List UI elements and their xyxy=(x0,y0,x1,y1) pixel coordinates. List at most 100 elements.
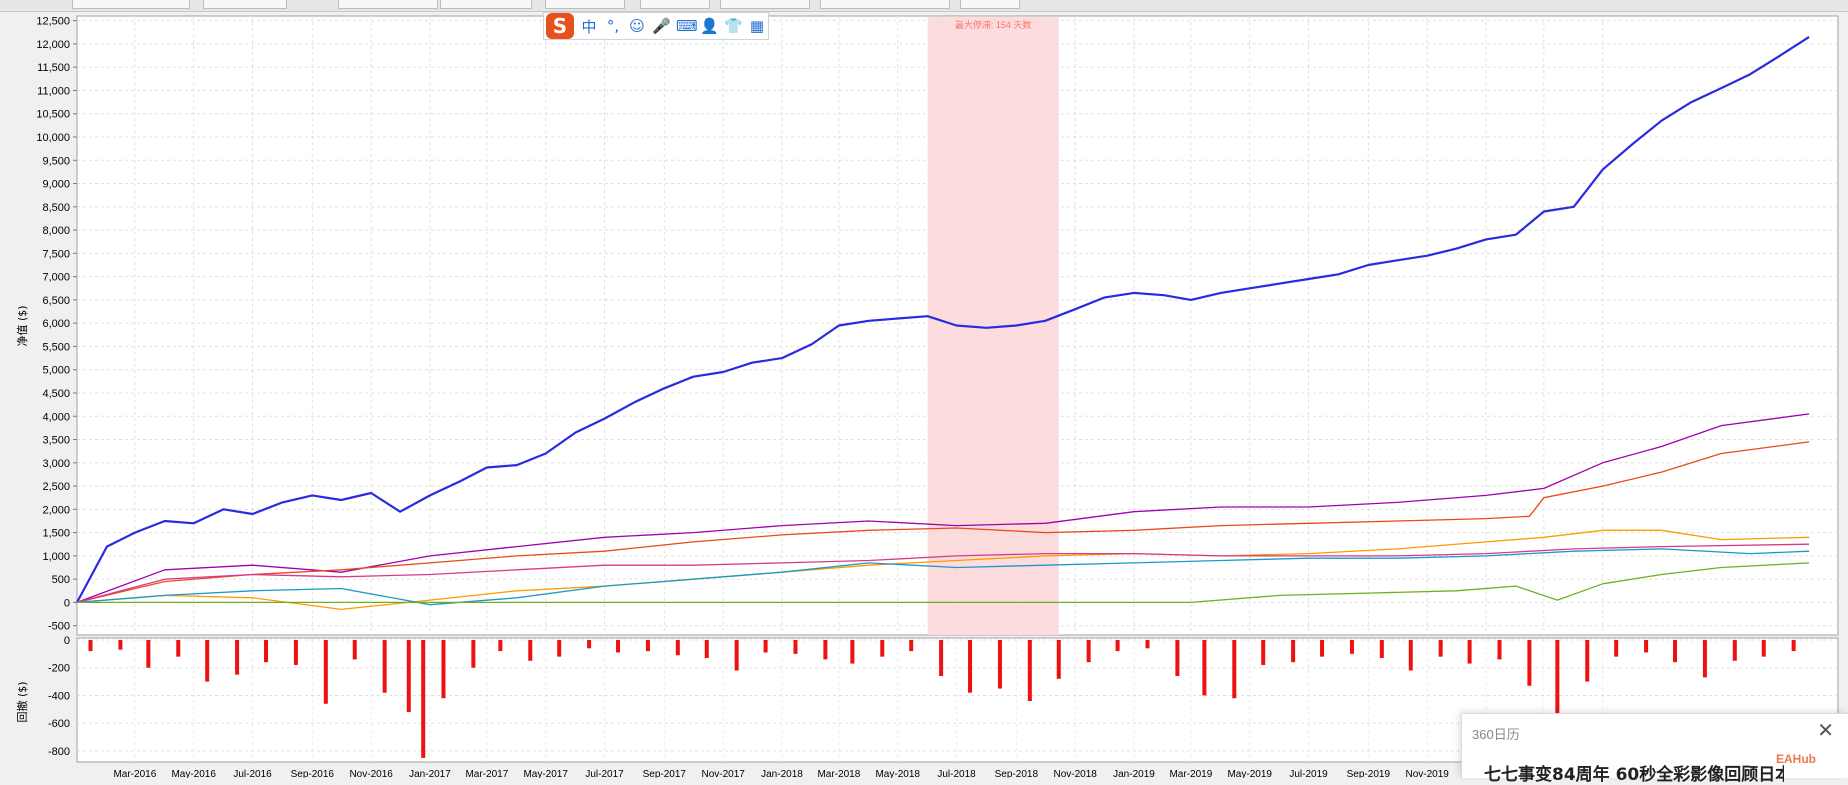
drawdown-bar xyxy=(587,640,592,649)
equity-series xyxy=(76,35,1810,611)
drawdown-bar xyxy=(850,640,855,664)
drawdown-bar xyxy=(421,640,426,758)
close-icon[interactable]: ✕ xyxy=(1817,720,1834,742)
y-tick-label: 2,000 xyxy=(42,504,70,516)
equity-series-line xyxy=(76,413,1810,604)
y-tick-label: 9,000 xyxy=(42,179,70,191)
drawdown-bar xyxy=(1056,640,1061,679)
x-tick-label: Sep-2017 xyxy=(643,769,687,778)
y-tick-label: 12,500 xyxy=(36,16,70,28)
toolbar-button[interactable] xyxy=(640,0,710,9)
drawdown-bar xyxy=(352,640,357,660)
keyboard-icon[interactable]: ⌨ xyxy=(676,17,698,35)
x-tick-label: Jul-2017 xyxy=(585,769,624,778)
popup-headline[interactable]: 七七事变84周年 60秒全彩影像回顾日本侵... xyxy=(1484,765,1784,785)
user-icon[interactable]: 👤 xyxy=(700,17,719,35)
toolbar-field[interactable] xyxy=(72,0,190,9)
toolbar-button[interactable] xyxy=(545,0,625,9)
y-tick-label: 3,500 xyxy=(42,435,70,447)
drawdown-bar xyxy=(1086,640,1091,663)
stagnation-label: 最大停滞: 154 天数 xyxy=(955,19,1032,30)
y-tick-label: 10,500 xyxy=(36,109,70,121)
drawdown-bar xyxy=(235,640,240,675)
drawdown-bar xyxy=(1497,640,1502,660)
equity-y-ticks: -500 0 500 1,000 1,500 2,000 2,500 3,000 3,500 4,… xyxy=(36,16,77,633)
drawdown-bar xyxy=(1467,640,1472,664)
stagnation-highlight xyxy=(927,17,1059,635)
drawdown-bar xyxy=(1115,640,1120,652)
drawdown-bar xyxy=(1291,640,1296,663)
drawdown-bar xyxy=(406,640,411,713)
drawdown-bar xyxy=(675,640,680,656)
drawdown-bar xyxy=(1232,640,1237,699)
x-tick-label: Jul-2016 xyxy=(233,769,272,778)
emoji-icon[interactable]: ☺ xyxy=(629,17,645,35)
toolbar-button[interactable] xyxy=(820,0,950,9)
drawdown-bar xyxy=(1175,640,1180,677)
x-tick-label: Nov-2017 xyxy=(701,769,745,778)
drawdown-bar xyxy=(704,640,709,659)
y-tick-label: 7,500 xyxy=(42,248,70,260)
drawdown-bar xyxy=(1614,640,1619,657)
y-tick-label: 7,000 xyxy=(42,272,70,284)
chinese-mode-icon[interactable]: 中 xyxy=(581,17,597,36)
toolbar-button[interactable] xyxy=(960,0,1020,9)
microphone-icon[interactable]: 🎤 xyxy=(652,17,671,35)
y-tick-label: 6,000 xyxy=(42,318,70,330)
toolbar-button[interactable] xyxy=(203,0,287,9)
drawdown-bar xyxy=(909,640,914,652)
drawdown-bar xyxy=(88,640,93,652)
y-tick-label: 6,500 xyxy=(42,295,70,307)
y-tick-label: 0 xyxy=(64,597,70,609)
drawdown-y-tick-label: -200 xyxy=(48,663,70,675)
drawdown-bar xyxy=(1349,640,1354,654)
y-tick-label: 500 xyxy=(52,574,70,586)
skin-icon[interactable]: 👕 xyxy=(724,17,743,35)
drawdown-bar xyxy=(823,640,828,660)
grid xyxy=(77,16,1838,762)
punctuation-icon[interactable]: °, xyxy=(606,17,620,35)
equity-series-line xyxy=(76,543,1810,604)
notification-popup[interactable]: 360日历 ✕ 七七事变84周年 60秒全彩影像回顾日本侵... xyxy=(1461,713,1848,785)
y-tick-label: 4,000 xyxy=(42,411,70,423)
toolbar-button[interactable] xyxy=(720,0,810,9)
drawdown-bar xyxy=(1379,640,1384,659)
drawdown-bar xyxy=(557,640,562,657)
toolbox-icon[interactable]: ▦ xyxy=(749,17,765,35)
drawdown-axis-title: 回撤 ($) xyxy=(15,681,29,722)
x-tick-label: Jan-2019 xyxy=(1113,769,1155,778)
y-tick-label: 12,000 xyxy=(36,39,70,51)
drawdown-bar xyxy=(645,640,650,652)
drawdown-y-tick-label: -600 xyxy=(48,718,70,730)
drawdown-bar xyxy=(293,640,298,665)
x-tick-label: Mar-2018 xyxy=(817,769,860,778)
sogou-logo-icon[interactable]: S xyxy=(546,13,574,39)
equity-series-line xyxy=(76,35,1810,603)
y-tick-label: 4,500 xyxy=(42,388,70,400)
equity-series-line xyxy=(76,441,1810,604)
drawdown-bar xyxy=(205,640,210,682)
x-tick-label: Nov-2016 xyxy=(349,769,393,778)
equity-series-line xyxy=(77,562,1810,604)
drawdown-bar xyxy=(323,640,328,704)
drawdown-bar xyxy=(793,640,798,654)
drawdown-bar xyxy=(880,640,885,657)
toolbar-button[interactable] xyxy=(338,0,438,9)
x-tick-label: Mar-2019 xyxy=(1169,769,1212,778)
x-tick-label: May-2019 xyxy=(1227,769,1272,778)
x-ticks: Mar-2016 May-2016 Jul-2016 Sep-2016 Nov-2016… xyxy=(113,769,1612,778)
ime-toolbar[interactable]: S 中 °, ☺ 🎤 ⌨ 👤 👕 ▦ xyxy=(543,12,769,40)
x-tick-label: May-2017 xyxy=(523,769,568,778)
drawdown-bar xyxy=(1027,640,1032,701)
drawdown-bar xyxy=(968,640,973,693)
x-tick-label: Jan-2017 xyxy=(409,769,451,778)
drawdown-bar xyxy=(1644,640,1649,653)
y-tick-label: 11,000 xyxy=(37,85,70,97)
drawdown-bar xyxy=(441,640,446,699)
toolbar-button[interactable] xyxy=(440,0,532,9)
drawdown-bar xyxy=(1145,640,1150,649)
drawdown-bar xyxy=(146,640,151,668)
y-tick-label: -500 xyxy=(48,621,70,633)
drawdown-y-tick-label: -800 xyxy=(48,746,70,758)
y-tick-label: 3,000 xyxy=(42,458,70,470)
